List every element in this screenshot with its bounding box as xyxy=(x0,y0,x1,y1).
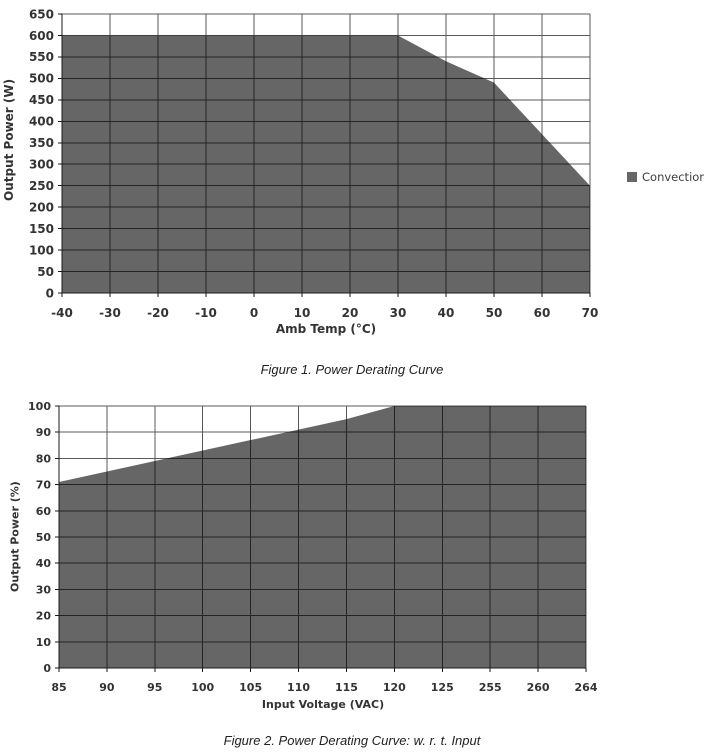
x-tick-label: 100 xyxy=(191,681,214,694)
y-tick-label: 100 xyxy=(29,243,54,257)
y-tick-label: 300 xyxy=(29,158,54,172)
x-tick-label: 40 xyxy=(438,306,455,320)
y-tick-label: 600 xyxy=(29,29,54,43)
y-tick-label: 200 xyxy=(29,200,54,214)
fig1-caption: Figure 1. Power Derating Curve xyxy=(260,362,444,377)
x-tick-label: 20 xyxy=(342,306,359,320)
x-tick-label: 115 xyxy=(335,681,358,694)
x-tick-label: 85 xyxy=(51,681,66,694)
y-tick-label: 80 xyxy=(36,452,52,465)
y-tick-label: 400 xyxy=(29,115,54,129)
y-tick-label: 20 xyxy=(36,610,52,623)
x-tick-label: 0 xyxy=(250,306,258,320)
fig2-caption: Figure 2. Power Derating Curve: w. r. t.… xyxy=(223,733,481,748)
x-tick-label: 95 xyxy=(147,681,162,694)
y-tick-label: 50 xyxy=(36,531,52,544)
fig1-x-axis-title: Amb Temp (°C) xyxy=(275,322,377,336)
x-tick-label: -40 xyxy=(51,306,73,320)
y-tick-label: 40 xyxy=(36,557,52,570)
fig1-ticks xyxy=(58,13,591,297)
x-tick-label: 90 xyxy=(99,681,115,694)
x-tick-label: 255 xyxy=(479,681,502,694)
y-tick-label: 350 xyxy=(29,136,54,150)
x-tick-label: -30 xyxy=(99,306,121,320)
fig2-ticks xyxy=(55,405,587,672)
legend-label: Convection xyxy=(642,170,704,184)
fig2-tick-labels: 0 10 20 30 40 50 60 70 80 90 100 85 90 95 100 105 110 115… xyxy=(28,400,598,694)
fig1-axes xyxy=(61,14,590,294)
x-tick-label: 260 xyxy=(527,681,550,694)
x-tick-label: -10 xyxy=(195,306,217,320)
y-tick-label: 250 xyxy=(29,179,54,193)
fig1-chart: 050100150200250300350400450500550600650-… xyxy=(29,7,598,320)
y-tick-label: 100 xyxy=(28,400,51,413)
x-tick-label: 60 xyxy=(534,306,551,320)
y-tick-label: 90 xyxy=(36,426,52,439)
y-tick-label: 30 xyxy=(36,583,52,596)
y-tick-label: 500 xyxy=(29,72,54,86)
y-tick-label: 150 xyxy=(29,222,54,236)
y-tick-label: 550 xyxy=(29,50,54,64)
fig2-y-axis-title: Output Power (%) xyxy=(8,481,22,593)
y-tick-label: 50 xyxy=(37,265,54,279)
x-tick-label: 125 xyxy=(431,681,454,694)
legend-swatch-icon xyxy=(627,172,637,182)
y-tick-label: 650 xyxy=(29,7,54,21)
y-tick-label: 450 xyxy=(29,93,54,107)
x-tick-label: 10 xyxy=(294,306,311,320)
fig2-x-axis-title: Input Voltage (VAC) xyxy=(261,698,385,711)
fig1-gridlines xyxy=(61,13,591,294)
x-tick-label: 110 xyxy=(287,681,310,694)
y-tick-label: 0 xyxy=(46,286,54,300)
fig1-tick-labels: 050100150200250300350400450500550600650-… xyxy=(29,7,598,320)
x-tick-label: 105 xyxy=(239,681,262,694)
fig1-y-axis-title: Output Power (W) xyxy=(2,78,16,201)
x-tick-label: 50 xyxy=(486,306,503,320)
x-tick-label: 30 xyxy=(390,306,407,320)
fig1-legend: Convection xyxy=(627,170,704,184)
y-tick-label: 70 xyxy=(36,479,52,492)
x-tick-label: 70 xyxy=(582,306,599,320)
x-tick-label: -20 xyxy=(147,306,169,320)
y-tick-label: 10 xyxy=(36,636,52,649)
x-tick-label: 120 xyxy=(383,681,406,694)
y-tick-label: 60 xyxy=(36,505,52,518)
x-tick-label: 264 xyxy=(575,681,598,694)
y-tick-label: 0 xyxy=(43,662,51,675)
fig2-chart: 0 10 20 30 40 50 60 70 80 90 100 85 90 95 100 105 110 115… xyxy=(28,400,598,694)
